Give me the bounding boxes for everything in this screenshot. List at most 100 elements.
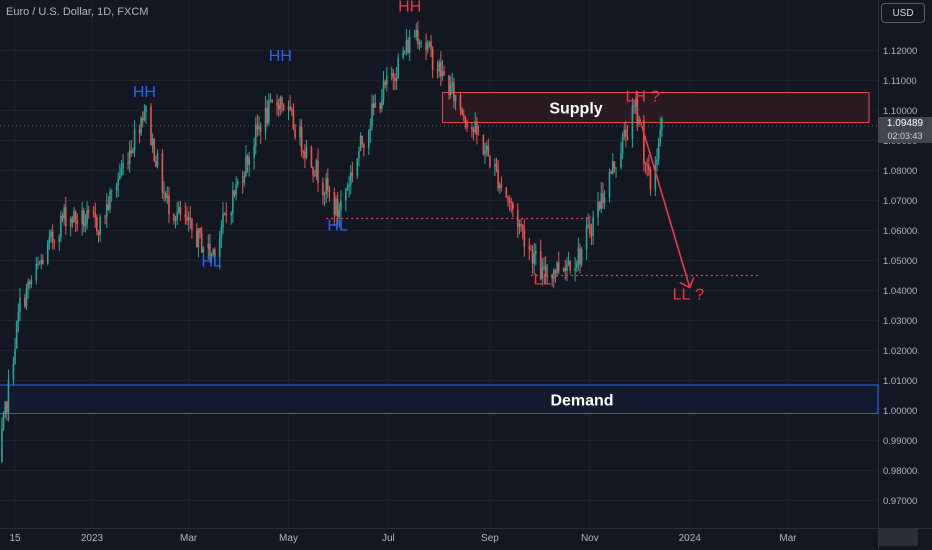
demand-zone xyxy=(0,384,879,414)
y-tick-label: 1.07000 xyxy=(883,196,917,207)
candle-body xyxy=(87,210,90,212)
candle-body xyxy=(207,243,210,249)
candle-body xyxy=(395,78,398,81)
candle-body xyxy=(464,116,467,124)
candle-body xyxy=(471,127,473,130)
candle-body xyxy=(608,172,611,198)
candle-body xyxy=(438,62,440,72)
candle-body xyxy=(19,297,21,313)
candle-body xyxy=(50,231,52,238)
candle-body xyxy=(7,379,10,413)
candle-body xyxy=(155,161,157,167)
candle-body xyxy=(92,211,95,214)
candle-body xyxy=(498,184,501,189)
candle-body xyxy=(241,181,244,183)
candle-body xyxy=(579,248,581,265)
candle-body xyxy=(557,262,560,272)
candle-body xyxy=(248,157,251,165)
candle-body xyxy=(448,75,450,95)
candle-body xyxy=(600,193,603,209)
candle-body xyxy=(554,270,557,273)
candle-body xyxy=(610,172,612,174)
candle-body xyxy=(236,181,239,185)
candle-body xyxy=(420,42,422,44)
candle-body xyxy=(590,233,593,236)
candle-body xyxy=(84,223,87,227)
candle-body xyxy=(300,126,303,152)
candle-body xyxy=(351,172,354,176)
candle-body xyxy=(299,126,301,138)
candle-body xyxy=(24,297,26,307)
candle-body xyxy=(484,150,486,155)
candle-body xyxy=(287,106,290,110)
candle-body xyxy=(96,217,98,232)
candle-body xyxy=(372,103,375,108)
candle-body xyxy=(14,348,16,364)
candle-body xyxy=(440,62,442,77)
candle-body xyxy=(61,215,64,219)
candle-body xyxy=(258,125,260,130)
candle-body xyxy=(107,204,110,210)
candle-body xyxy=(585,226,588,250)
candle-body xyxy=(459,95,462,109)
candle-body xyxy=(562,268,565,272)
candle-body xyxy=(575,263,578,269)
candle-body xyxy=(97,231,100,235)
candle-body xyxy=(485,145,488,151)
candle-body xyxy=(633,105,635,107)
candle-body xyxy=(199,228,201,233)
candle-body xyxy=(315,160,318,177)
candle-body xyxy=(379,102,382,109)
candle-body xyxy=(161,153,164,194)
candle-body xyxy=(58,237,61,242)
projection-arrow-line xyxy=(638,116,691,288)
candle-body xyxy=(76,220,79,225)
swing-label: HH xyxy=(133,84,156,101)
swing-label: HH xyxy=(398,0,421,16)
candle-body xyxy=(338,210,341,217)
candle-body xyxy=(566,264,568,271)
candle-body xyxy=(403,51,406,53)
candle-body xyxy=(611,161,614,174)
x-tick-label: Mar xyxy=(180,533,198,544)
candle-body xyxy=(408,36,411,54)
candle-body xyxy=(580,249,583,265)
candle-body xyxy=(40,259,43,264)
candle-body xyxy=(631,105,634,140)
candle-body xyxy=(254,124,257,147)
candle-body xyxy=(119,175,121,179)
candle-body xyxy=(290,109,293,111)
candle-body xyxy=(358,151,360,159)
candle-body xyxy=(141,118,144,121)
candle-body xyxy=(63,207,65,219)
y-tick-label: 1.00000 xyxy=(883,406,917,417)
candle-body xyxy=(312,166,314,176)
candle-body xyxy=(333,192,336,215)
y-tick-label: 1.11000 xyxy=(883,76,917,87)
candle-body xyxy=(466,123,468,128)
candle-body xyxy=(15,322,18,349)
candle-body xyxy=(317,160,319,183)
candle-body xyxy=(232,190,234,214)
candle-body xyxy=(567,261,570,265)
candle-body xyxy=(644,163,647,165)
candle-body xyxy=(551,275,553,279)
candle-body xyxy=(276,102,278,106)
y-tick-label: 1.02000 xyxy=(883,346,917,357)
candle-body xyxy=(128,150,131,164)
candle-body xyxy=(230,213,232,216)
candle-body xyxy=(184,214,187,218)
candle-body xyxy=(494,163,496,167)
candle-body xyxy=(472,129,475,132)
candle-body xyxy=(42,259,44,264)
currency-selector[interactable]: USD xyxy=(881,3,925,23)
candle-body xyxy=(153,138,156,162)
candle-body xyxy=(322,182,324,195)
candle-body xyxy=(397,58,400,79)
candle-body xyxy=(71,218,74,223)
candle-body xyxy=(259,125,262,132)
candle-body xyxy=(69,218,72,227)
candle-body xyxy=(110,190,113,192)
